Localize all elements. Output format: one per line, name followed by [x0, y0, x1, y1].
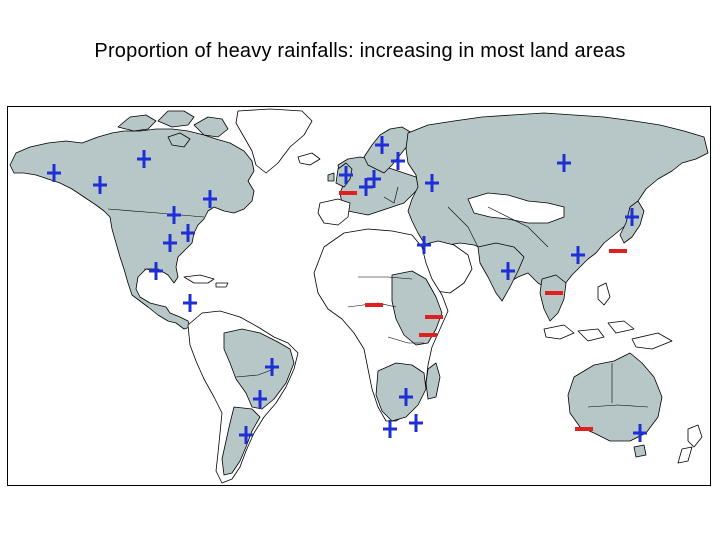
decrease-marker-east-africa-north: [425, 315, 443, 319]
increase-marker-brazil-east: [265, 358, 279, 376]
land-iberia: [317, 198, 351, 226]
increase-marker-canada-east: [203, 190, 217, 208]
world-map-canvas: [9, 108, 709, 484]
increase-marker-argentina: [239, 426, 253, 444]
increase-marker-middle-east: [417, 236, 431, 254]
land-argentina-south: [221, 406, 261, 476]
decrease-marker-east-africa-south: [419, 333, 437, 337]
land-caribbean: [183, 274, 229, 288]
increase-marker-australia-east: [633, 424, 647, 442]
decrease-marker-korea: [609, 249, 627, 253]
land-layer: [9, 108, 709, 484]
increase-marker-brazil-south: [253, 390, 267, 408]
decrease-marker-southeast-asia: [545, 291, 563, 295]
increase-marker-siberia: [557, 154, 571, 172]
increase-marker-usa-southwest: [163, 234, 177, 252]
increase-marker-china-east: [571, 246, 585, 264]
increase-marker-eastern-europe: [367, 170, 381, 188]
increase-marker-alaska-west: [47, 164, 61, 182]
increase-marker-western-russia: [425, 174, 439, 192]
increase-marker-finland: [391, 152, 405, 170]
decrease-marker-australia-southwest: [575, 427, 593, 431]
increase-marker-southern-africa-west: [383, 420, 397, 438]
map-title: Proportion of heavy rainfalls: increasin…: [94, 40, 626, 62]
increase-marker-central-america: [183, 294, 197, 312]
increase-marker-india: [501, 262, 515, 280]
increase-marker-usa-central: [167, 206, 181, 224]
land-greenland: [235, 108, 313, 174]
land-arctic-islands: [117, 110, 229, 148]
increase-marker-usa-southeast: [181, 224, 195, 242]
increase-marker-canada-north: [137, 150, 151, 168]
land-new-zealand: [677, 424, 703, 464]
increase-marker-mexico: [149, 262, 163, 280]
world-map: [7, 106, 711, 486]
land-brazil: [223, 328, 295, 410]
land-iceland: [297, 152, 321, 166]
increase-marker-alaska-south: [93, 176, 107, 194]
land-north-america: [9, 128, 255, 330]
land-southeast-asia: [539, 274, 567, 322]
increase-marker-southern-africa-east: [409, 414, 423, 432]
land-southern-africa: [375, 362, 427, 422]
increase-marker-japan: [625, 208, 639, 226]
increase-marker-scandinavia: [375, 136, 389, 154]
country-borders: [107, 186, 649, 408]
marker-layer: [47, 136, 647, 444]
land-indonesia: [543, 320, 673, 350]
increase-marker-british-isles: [339, 166, 353, 184]
decrease-marker-west-africa: [365, 303, 383, 307]
increase-marker-central-europe: [359, 178, 373, 196]
land-scandinavia: [363, 126, 413, 174]
decrease-marker-western-europe: [339, 191, 357, 195]
land-philippines: [597, 282, 611, 306]
land-australia: [567, 352, 663, 442]
increase-marker-southern-africa-north: [399, 388, 413, 406]
land-madagascar: [425, 362, 441, 400]
land-central-asia: [467, 192, 565, 224]
land-tasmania: [633, 444, 647, 458]
